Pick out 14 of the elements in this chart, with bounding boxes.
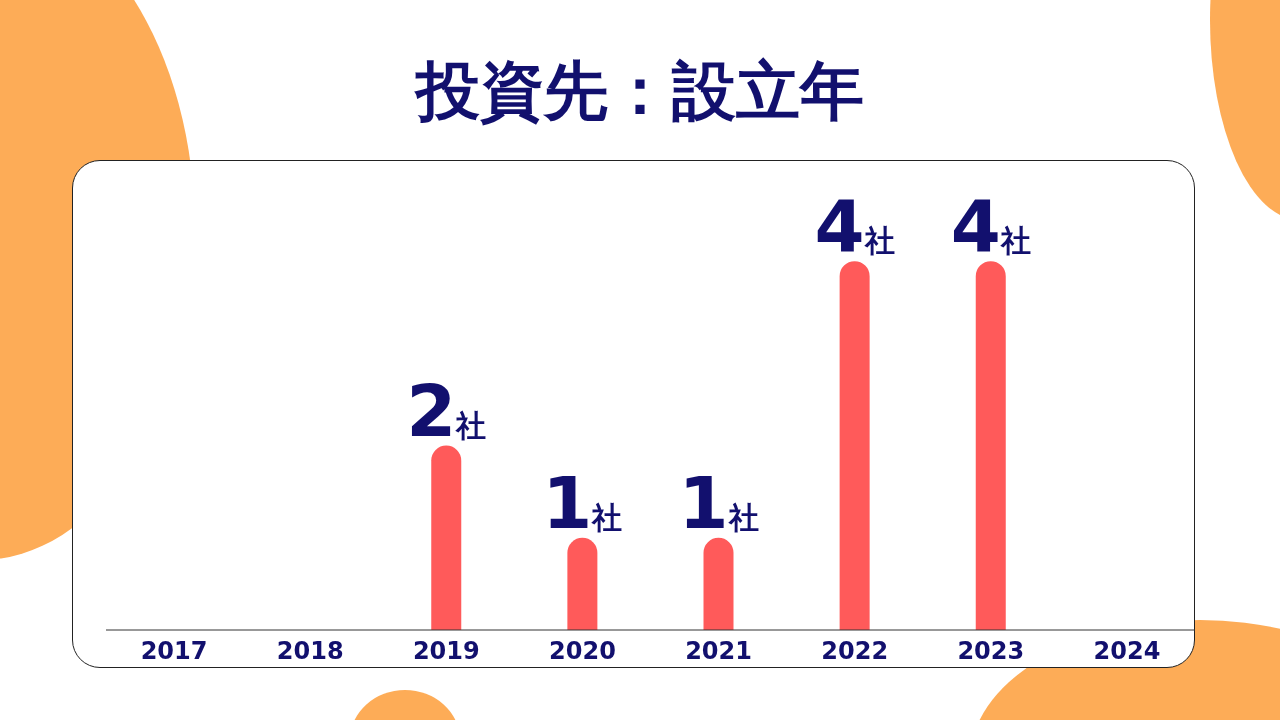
data-label: 1社 xyxy=(542,460,623,545)
data-label: 2社 xyxy=(406,368,487,453)
x-tick-label: 2020 xyxy=(549,637,616,666)
x-tick-label: 2021 xyxy=(685,637,752,666)
data-label: 1社 xyxy=(678,460,759,545)
chart-title: 投資先：設立年 xyxy=(413,53,865,130)
data-label: 4社 xyxy=(950,184,1031,269)
x-tick-label: 2024 xyxy=(1093,637,1161,666)
x-tick-label: 2022 xyxy=(821,637,889,666)
x-tick-label: 2017 xyxy=(140,637,208,666)
data-label: 4社 xyxy=(814,184,895,269)
x-tick-label: 2018 xyxy=(276,637,344,666)
x-tick-label: 2023 xyxy=(957,637,1025,666)
x-tick-label: 2019 xyxy=(412,637,480,666)
